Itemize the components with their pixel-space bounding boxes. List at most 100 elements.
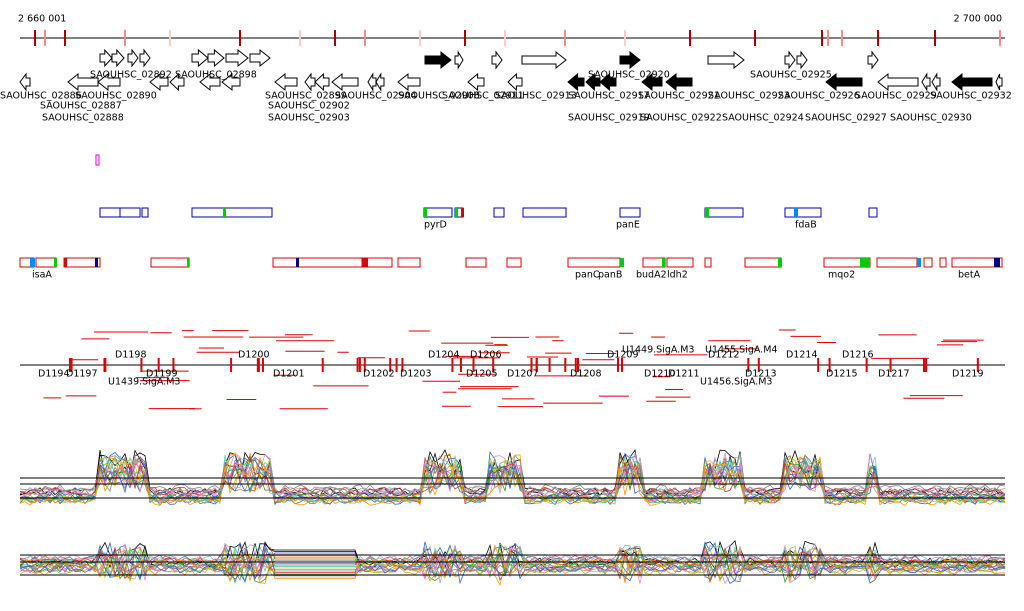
probe-label: D1214: [786, 350, 818, 361]
gene-arrow: [467, 72, 485, 92]
probe-label: D1198: [115, 350, 147, 361]
probe-label: U1455.SigA.M4: [705, 345, 777, 356]
feature-mark: [778, 258, 782, 267]
feature-box: [951, 257, 1003, 268]
gene-arrow: [225, 48, 249, 68]
probe-label: D1200: [238, 350, 270, 361]
probe-label: D1207: [507, 369, 539, 380]
gene-arrow: [641, 72, 663, 92]
profile-line: [19, 461, 1006, 496]
feature-box: [150, 257, 190, 268]
probe-label: D1203: [400, 369, 432, 380]
feature-box: [272, 257, 364, 268]
feature-box: [191, 207, 225, 218]
probe-label: D1213: [745, 369, 777, 380]
gene-arrow: [375, 72, 385, 92]
gene-arrow: [149, 72, 169, 92]
gene-arrow: [921, 72, 931, 92]
feature-mark: [30, 258, 35, 267]
profile-line: [19, 458, 1006, 505]
feature-mark: [662, 258, 665, 267]
gene-label: SAOUHSC_02908: [398, 91, 480, 102]
gene-label: SAOUHSC_02924: [722, 113, 804, 124]
feature-mark: [223, 208, 226, 217]
gene-arrow: [67, 72, 99, 92]
gene-label: SAOUHSC_02932: [930, 91, 1012, 102]
gene-label: SAOUHSC_02925: [750, 70, 832, 81]
feature-label: mqo2: [828, 270, 855, 281]
feature-box: [619, 207, 641, 218]
gene-arrow: [191, 48, 209, 68]
gene-label: SAOUHSC_02917: [568, 91, 650, 102]
gene-label: SAOUHSC_02903: [268, 113, 350, 124]
feature-mark: [95, 258, 98, 267]
probe-label: U1439.SigA.M3: [108, 377, 180, 388]
feature-label: fdaB: [795, 220, 817, 231]
profile-line: [19, 463, 1006, 501]
gene-arrow: [521, 50, 567, 70]
profile-line: [19, 463, 1006, 499]
gene-arrow: [169, 72, 185, 92]
probe-label: D1209: [607, 350, 639, 361]
gene-arrow: [931, 72, 941, 92]
gene-arrow: [274, 72, 298, 92]
gene-arrow: [491, 50, 503, 70]
feature-box: [223, 207, 273, 218]
probe-label: D1197: [66, 369, 98, 380]
gene-arrow: [825, 72, 863, 92]
feature-mark: [917, 258, 921, 267]
gene-arrow: [207, 48, 225, 68]
feature-box: [923, 257, 933, 268]
profile-line: [19, 543, 1006, 576]
feature-box: [784, 207, 822, 218]
feature-label: panB: [598, 270, 622, 281]
feature-box: [704, 257, 712, 268]
gene-label: SAOUHSC_02920: [588, 70, 670, 81]
gene-label: SAOUHSC_02926: [778, 91, 860, 102]
feature-box: [666, 257, 694, 268]
feature-box: [397, 257, 421, 268]
probe-label: D1219: [952, 369, 984, 380]
profile-line: [19, 553, 1006, 585]
feature-box: [493, 207, 505, 218]
probe-label: D1201: [273, 369, 305, 380]
gene-label: SAOUHSC_02892: [90, 70, 172, 81]
probe-label: D1204: [428, 350, 460, 361]
gene-label: SAOUHSC_02887: [40, 101, 122, 112]
gene-arrow: [665, 72, 693, 92]
probe-label: D1217: [878, 369, 910, 380]
gene-arrow: [97, 72, 121, 92]
feature-mark: [860, 258, 870, 267]
gene-arrow: [619, 50, 641, 70]
gene-label: SAOUHSC_02886: [0, 91, 82, 102]
feature-box: [876, 257, 918, 268]
gene-label: SAOUHSC_02899: [265, 91, 347, 102]
feature-label: panE: [616, 220, 640, 231]
probe-label: D1199: [146, 369, 178, 380]
gene-arrow: [199, 72, 221, 92]
feature-box: [506, 257, 522, 268]
gene-arrow: [424, 50, 452, 70]
gene-arrow: [99, 48, 113, 68]
feature-box: [868, 207, 878, 218]
feature-mark: [455, 208, 458, 217]
feature-mark: [296, 258, 299, 267]
feature-box: [99, 207, 121, 218]
gene-label: SAOUHSC_02919: [568, 113, 650, 124]
gene-arrow: [127, 48, 139, 68]
gene-arrow: [507, 72, 523, 92]
feature-label: pyrD: [424, 220, 447, 231]
ruler-end: 2 700 000: [954, 14, 1002, 25]
gene-arrow: [304, 72, 316, 92]
feature-box: [522, 207, 567, 218]
feature-label: isaA: [32, 270, 52, 281]
gene-arrow: [221, 72, 241, 92]
probe-label: D1208: [570, 369, 602, 380]
gene-arrow: [367, 72, 377, 92]
gene-arrow: [139, 48, 151, 68]
gene-arrow: [796, 50, 808, 70]
feature-box: [567, 257, 621, 268]
probe-label: D1212: [708, 350, 740, 361]
ruler-start: 2 660 001: [18, 14, 66, 25]
